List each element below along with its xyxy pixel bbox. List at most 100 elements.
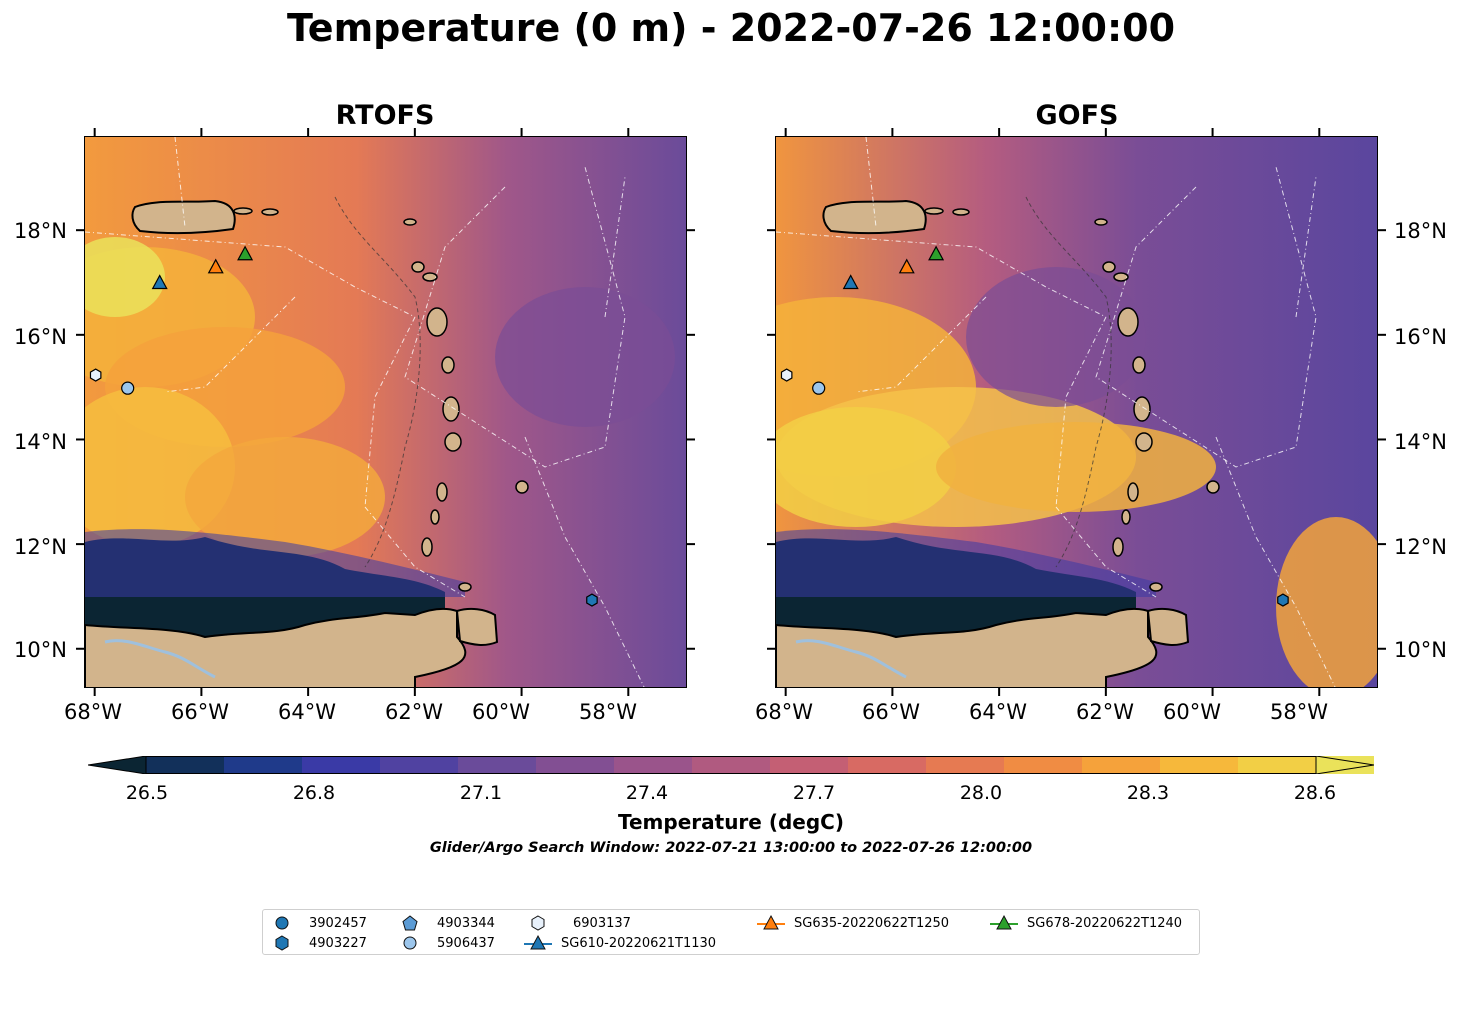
legend-item-3902457: 3902457	[273, 912, 367, 934]
colorbar-bin	[224, 756, 303, 774]
legend-item-6903137: 6903137	[529, 912, 631, 934]
eez-boundary	[776, 231, 1107, 318]
lon-label-62w: 62°W	[385, 700, 443, 724]
cb-tick-27-7: 27.7	[792, 782, 836, 804]
legend-label: SG678-20220622T1240	[1027, 915, 1183, 931]
lat-label-18n: 18°N	[14, 219, 67, 243]
triangle-line-marker-icon	[524, 934, 552, 950]
eez-boundary	[404, 166, 626, 468]
colorbar-extend-high	[1315, 756, 1374, 774]
pentagon-marker-icon	[402, 915, 418, 931]
island	[924, 207, 944, 215]
cb-tick-27-4: 27.4	[625, 782, 669, 804]
lon-label-66w: 66°W	[171, 700, 229, 724]
trinidad	[455, 607, 499, 646]
legend-label: 4903227	[309, 935, 367, 951]
lat-label-14n: 14°N	[14, 430, 67, 454]
eez-boundary	[1095, 166, 1317, 468]
sst-anomaly	[85, 237, 165, 317]
cb-tick-28-0: 28.0	[959, 782, 1003, 804]
cold-water-band	[776, 529, 1156, 597]
colorbar-bin	[848, 756, 927, 774]
island	[436, 482, 448, 502]
colorbar-bin	[770, 756, 849, 774]
legend-label: SG635-20220622T1250	[794, 915, 950, 931]
eez-boundary	[524, 436, 645, 687]
circle-marker-icon	[403, 936, 417, 950]
colorbar-bin	[380, 756, 459, 774]
island	[1149, 582, 1163, 592]
hexagon-marker-icon	[531, 915, 545, 931]
lon-label-66w-gofs: 66°W	[862, 700, 920, 724]
colorbar-title: Temperature (degC)	[618, 810, 844, 834]
glider-marker	[928, 245, 945, 261]
panel-title-rtofs: RTOFS	[335, 100, 435, 131]
legend-label: 5906437	[437, 935, 495, 951]
argo-float-marker	[89, 368, 102, 382]
lat-label-10n: 10°N	[14, 638, 67, 662]
colorbar-bin	[536, 756, 615, 774]
island	[515, 480, 529, 494]
lon-label-68w-gofs: 68°W	[755, 700, 813, 724]
island	[1133, 396, 1151, 422]
lon-label-64w: 64°W	[278, 700, 336, 724]
glider-marker	[842, 274, 859, 290]
island	[444, 432, 462, 452]
island	[422, 272, 438, 282]
lat-label-18n-right: 18°N	[1394, 219, 1447, 243]
eez-boundary	[1055, 506, 1157, 598]
colorbar-bin	[692, 756, 771, 774]
glider-marker	[207, 258, 224, 274]
colorbar-bin	[146, 756, 225, 774]
island	[1113, 272, 1129, 282]
legend-label: 3902457	[309, 915, 367, 931]
bathymetry-contour	[1025, 196, 1112, 568]
island	[1132, 356, 1146, 374]
argo-float-marker	[1277, 593, 1289, 607]
eez-boundary	[85, 231, 416, 318]
circle-marker-icon	[275, 916, 289, 930]
cb-tick-28-3: 28.3	[1126, 782, 1170, 804]
lat-label-10n-right: 10°N	[1394, 638, 1447, 662]
island	[261, 208, 279, 216]
lat-label-16n-right: 16°N	[1394, 325, 1447, 349]
island	[1206, 480, 1220, 494]
legend-item-sg678: SG678-20220622T1240	[989, 912, 1182, 934]
glider-marker	[151, 274, 168, 290]
cb-tick-26-5: 26.5	[125, 782, 169, 804]
island	[1135, 432, 1153, 452]
argo-float-marker	[586, 593, 598, 607]
island	[441, 356, 455, 374]
island	[421, 537, 433, 557]
legend-item-sg635: SG635-20220622T1250	[756, 912, 949, 934]
lat-label-12n-right: 12°N	[1394, 535, 1447, 559]
island	[458, 582, 472, 592]
colorbar	[88, 756, 1374, 774]
eez-boundary	[174, 137, 186, 228]
lon-label-60w: 60°W	[472, 700, 530, 724]
colorbar-bin	[1160, 756, 1239, 774]
argo-float-marker	[121, 381, 135, 395]
sst-anomaly	[966, 267, 1146, 407]
argo-float-marker	[780, 368, 793, 382]
triangle-line-marker-icon	[757, 914, 785, 930]
eez-boundary	[364, 506, 466, 598]
lon-label-64w-gofs: 64°W	[969, 700, 1027, 724]
bathymetry-contour	[334, 196, 421, 568]
argo-float-marker	[812, 381, 826, 395]
legend-label: 6903137	[573, 915, 631, 931]
island	[1127, 482, 1139, 502]
island	[411, 261, 425, 273]
colorbar-bin	[1238, 756, 1317, 774]
legend-label: 4903344	[437, 915, 495, 931]
lon-label-62w-gofs: 62°W	[1076, 700, 1134, 724]
colorbar-bin	[1082, 756, 1161, 774]
sst-anomaly	[185, 437, 385, 557]
south-america-coast	[85, 607, 467, 687]
lat-label-12n: 12°N	[14, 535, 67, 559]
island	[1102, 261, 1116, 273]
colorbar-extend-low	[88, 756, 147, 774]
glider-marker	[237, 245, 254, 261]
island	[233, 207, 253, 215]
